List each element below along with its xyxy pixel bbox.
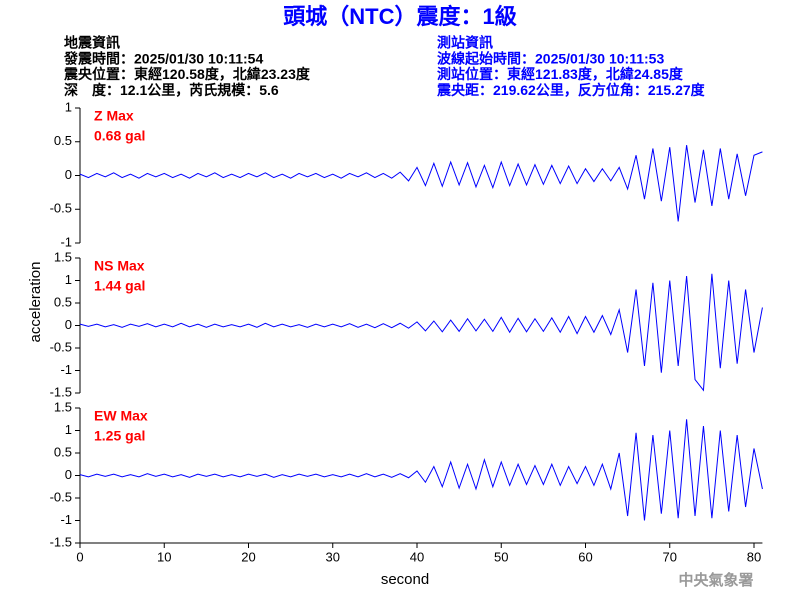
x-axis-label: second [381, 571, 429, 588]
x-tick-label: 60 [578, 549, 592, 564]
waveform [79, 419, 763, 521]
info-line: 測站位置：東經121.83度，北緯24.85度 [437, 66, 684, 82]
info-line: 震央距：219.62公里，反方位角：215.27度 [436, 82, 706, 98]
info-line: 地震資訊 [64, 35, 120, 51]
y-tick-label: 0 [65, 467, 72, 482]
y-tick-label: 1.5 [54, 399, 72, 414]
max-annotation: 0.68 gal [94, 128, 145, 144]
x-tick-label: 30 [326, 549, 340, 564]
x-tick-label: 80 [747, 549, 761, 564]
x-tick-label: 20 [241, 549, 255, 564]
y-axis-label: acceleration [27, 262, 44, 343]
y-tick-label: -1 [60, 234, 72, 249]
info-line: 波線起始時間：2025/01/30 10:11:53 [437, 50, 664, 66]
x-tick-label: 50 [494, 549, 508, 564]
max-annotation: Z Max [94, 108, 134, 124]
y-tick-label: 1 [65, 272, 72, 287]
max-annotation: 1.25 gal [94, 428, 145, 444]
x-tick-label: 70 [663, 549, 677, 564]
x-tick-label: 10 [157, 549, 171, 564]
y-tick-label: -1.5 [50, 534, 72, 549]
max-annotation: 1.44 gal [94, 278, 145, 294]
waveform [79, 273, 763, 392]
info-line: 深 度：12.1公里，芮氏規模：5.6 [64, 82, 279, 98]
info-line: 測站資訊 [437, 35, 493, 51]
y-tick-label: 1 [65, 422, 72, 437]
y-tick-label: -1 [60, 512, 72, 527]
y-tick-label: -0.5 [50, 489, 72, 504]
info-line: 震央位置：東經120.58度，北緯23.23度 [63, 66, 311, 82]
y-tick-label: -0.5 [50, 339, 72, 354]
info-line: 發震時間：2025/01/30 10:11:54 [63, 50, 263, 66]
y-tick-label: 0.5 [54, 133, 72, 148]
max-annotation: EW Max [94, 408, 148, 424]
agency-mark: 中央氣象署 [678, 571, 753, 589]
y-tick-label: -1 [60, 362, 72, 377]
title: 頭城（NTC）震度：1級 [283, 4, 516, 29]
y-tick-label: 0.5 [54, 294, 72, 309]
y-tick-label: -0.5 [50, 201, 72, 216]
y-tick-label: 1 [65, 99, 72, 114]
y-tick-label: -1.5 [50, 384, 72, 399]
y-tick-label: 1.5 [54, 249, 72, 264]
y-tick-label: 0.5 [54, 444, 72, 459]
x-tick-label: 0 [76, 549, 83, 564]
y-tick-label: 0 [65, 167, 72, 182]
y-tick-label: 0 [65, 317, 72, 332]
max-annotation: NS Max [94, 258, 145, 274]
waveform [79, 145, 763, 222]
x-tick-label: 40 [410, 549, 424, 564]
